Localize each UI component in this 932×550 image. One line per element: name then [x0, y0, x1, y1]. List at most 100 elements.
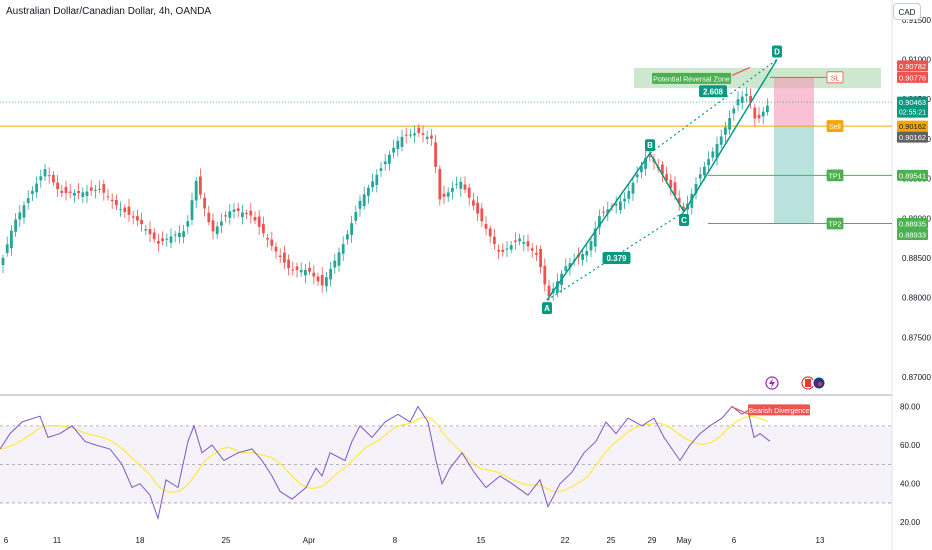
- candle: [262, 216, 265, 238]
- candle: [400, 129, 404, 152]
- candle-body: [690, 193, 694, 208]
- candle: [304, 263, 307, 284]
- price-divergence-line: [731, 66, 751, 76]
- candle-body: [337, 252, 341, 266]
- candle: [278, 248, 282, 264]
- candle: [110, 193, 114, 209]
- candle-body: [472, 200, 475, 206]
- candle-body: [627, 191, 631, 199]
- candle: [169, 228, 173, 249]
- candle-body: [493, 236, 496, 244]
- candle-body: [467, 187, 471, 198]
- candle-body: [119, 209, 122, 211]
- ratio-label-bd: 2.608: [703, 87, 724, 96]
- candle: [476, 196, 479, 222]
- candle-body: [190, 200, 194, 220]
- candle: [497, 244, 500, 259]
- candle: [123, 204, 127, 218]
- candle: [287, 254, 290, 276]
- candle: [215, 221, 219, 239]
- candle-body: [18, 212, 22, 220]
- candle-body: [388, 154, 391, 164]
- candle: [102, 179, 106, 201]
- candle: [346, 230, 349, 245]
- candle-countdown: 02:55:21: [899, 110, 926, 117]
- candle-body: [152, 232, 156, 240]
- candle: [161, 231, 164, 246]
- candle: [136, 209, 139, 227]
- candle-body: [413, 133, 416, 136]
- candle-body: [736, 99, 740, 106]
- candle-body: [459, 181, 463, 189]
- candle: [173, 230, 177, 243]
- pattern-point-d-label: D: [774, 48, 780, 57]
- candle: [299, 262, 303, 277]
- harmonic-pattern: A B C D 0.379 2.608: [542, 45, 782, 315]
- candle: [728, 110, 731, 135]
- candle-body: [329, 268, 332, 280]
- pattern-ratio-line-bd: [649, 59, 778, 154]
- candle: [106, 189, 110, 201]
- pattern-point-d-marker: [772, 45, 782, 58]
- candle: [182, 225, 185, 244]
- candle-body: [10, 230, 13, 249]
- candle: [526, 234, 530, 252]
- candle: [329, 262, 332, 287]
- tp2-ref-price-value: 0.88933: [899, 230, 926, 239]
- candle-body: [106, 196, 110, 198]
- candle-body: [81, 192, 85, 197]
- candle-body: [614, 204, 618, 206]
- candle: [165, 233, 169, 247]
- candle: [144, 225, 148, 236]
- candle: [308, 261, 311, 275]
- candle: [430, 129, 433, 146]
- candle-body: [677, 198, 681, 204]
- pattern-point-a-marker: [542, 302, 552, 315]
- lightning-icon[interactable]: [765, 376, 779, 390]
- currency-button[interactable]: CAD: [893, 3, 921, 20]
- candle: [333, 253, 337, 275]
- candle: [619, 195, 622, 214]
- australia-flag-icon[interactable]: [812, 376, 826, 390]
- sl-tag: [826, 71, 844, 84]
- candle: [614, 196, 618, 214]
- candle: [64, 180, 68, 201]
- pattern-point-b-marker: [645, 139, 655, 152]
- candle-body: [593, 228, 597, 247]
- candle-body: [719, 136, 723, 145]
- candle: [589, 236, 593, 258]
- candle-body: [26, 198, 30, 203]
- candle: [47, 167, 51, 184]
- candle: [455, 176, 458, 189]
- candle-body: [375, 174, 379, 186]
- candle-body: [715, 143, 719, 158]
- candle: [753, 103, 757, 127]
- candle-body: [140, 219, 143, 225]
- candle-body: [425, 136, 429, 139]
- candle-body: [480, 208, 484, 222]
- candle: [14, 213, 17, 237]
- candle-body: [94, 189, 97, 191]
- candle-body: [451, 188, 454, 192]
- candle: [711, 147, 715, 162]
- candle-body: [417, 127, 421, 133]
- candle: [467, 183, 471, 206]
- time-tick-label: Apr: [303, 536, 316, 545]
- candle: [228, 204, 232, 225]
- time-tick-label: 13: [816, 536, 825, 545]
- pattern-point-c-label: C: [681, 216, 687, 225]
- candle-body: [68, 191, 72, 193]
- candle: [253, 211, 257, 225]
- candle-body: [346, 234, 349, 240]
- candle: [52, 171, 55, 186]
- candle-body: [522, 242, 526, 244]
- candle-body: [421, 133, 425, 135]
- canada-flag-icon[interactable]: [801, 376, 815, 390]
- candle-body: [392, 147, 395, 153]
- candle-body: [698, 174, 702, 179]
- candle: [434, 134, 437, 174]
- pane-separator: [0, 394, 892, 396]
- candle-body: [274, 246, 278, 252]
- candle: [623, 192, 626, 210]
